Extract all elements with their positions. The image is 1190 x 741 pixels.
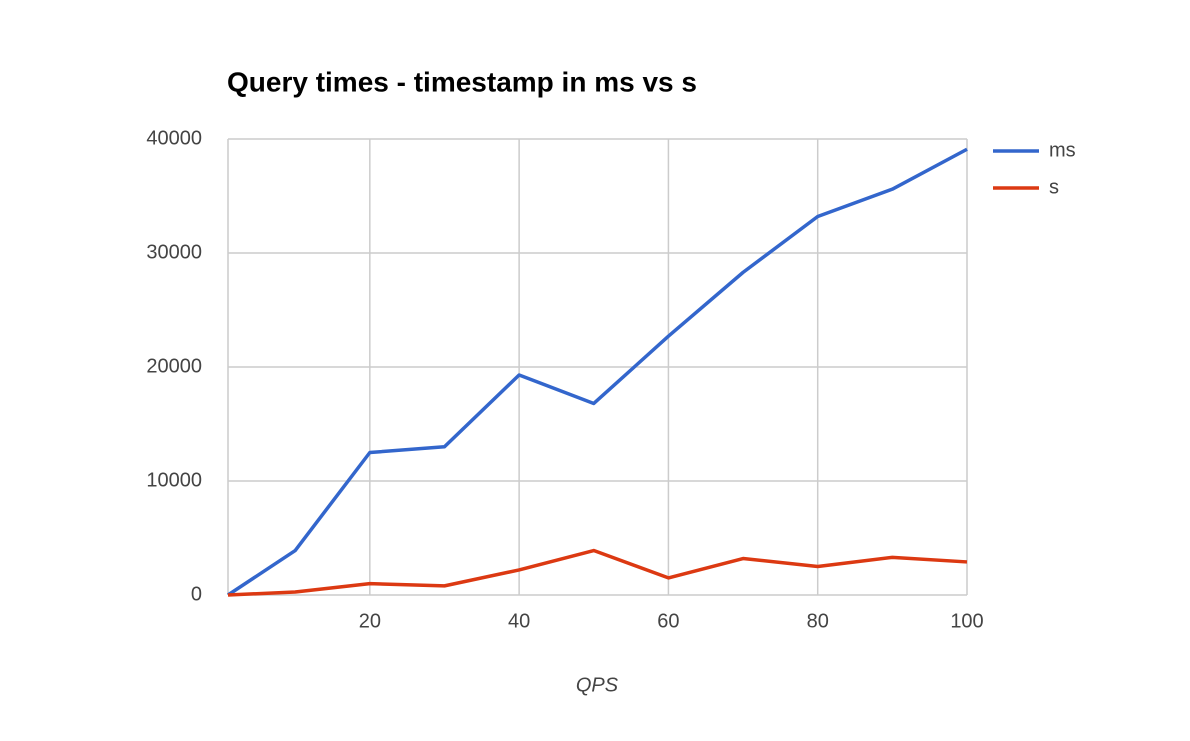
legend-label: ms <box>1049 139 1076 161</box>
x-tick-label: 60 <box>657 610 679 632</box>
series-line <box>227 548 968 597</box>
legend-label: s <box>1049 176 1059 198</box>
series-line <box>227 147 968 597</box>
x-tick-label: 20 <box>359 610 381 632</box>
y-tick-label: 0 <box>191 583 202 605</box>
y-tick-label: 40000 <box>146 127 202 149</box>
y-tick-label: 30000 <box>146 241 202 263</box>
x-tick-label: 80 <box>807 610 829 632</box>
x-axis-label: QPS <box>576 674 619 696</box>
y-tick-label: 20000 <box>146 355 202 377</box>
chart-title: Query times - timestamp in ms vs s <box>227 66 697 97</box>
y-tick-label: 10000 <box>146 469 202 491</box>
x-tick-label: 100 <box>950 610 983 632</box>
x-tick-label: 40 <box>508 610 530 632</box>
